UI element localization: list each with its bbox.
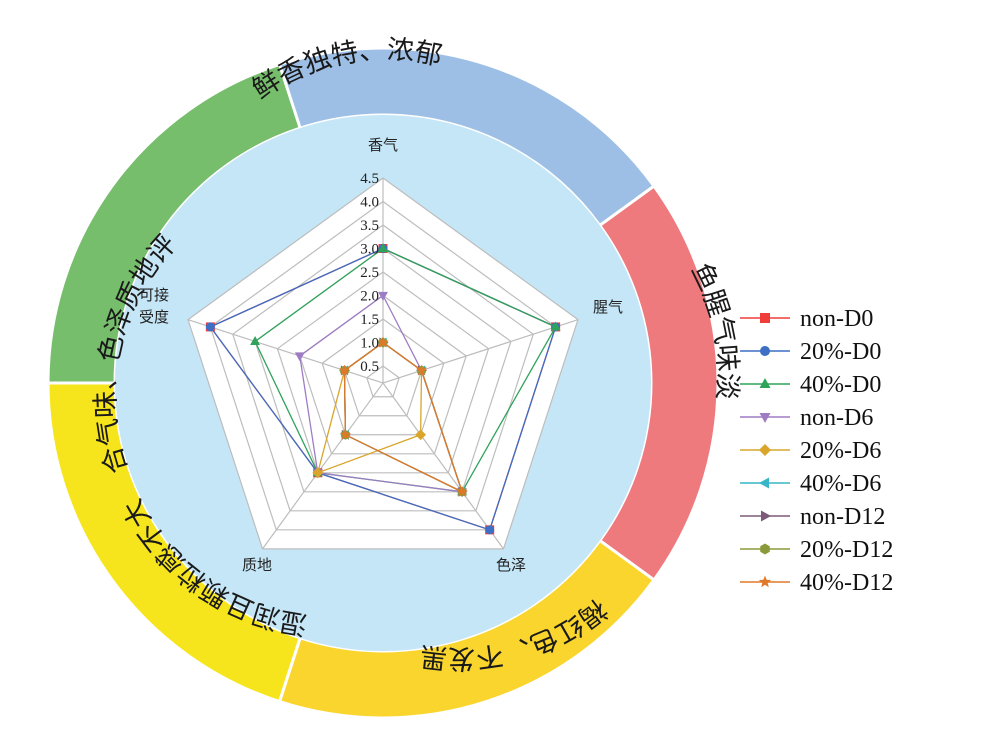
legend-marker	[761, 510, 771, 522]
legend-item: non-D0	[740, 306, 873, 332]
radar-grid	[187, 177, 579, 550]
grid-spoke	[382, 382, 504, 550]
grid-spoke	[187, 319, 384, 384]
legend-label: 40%-D0	[800, 372, 881, 398]
legend: non-D0 20%-D0 40%-D0 non-D6 20%-D6 40%-D6 non-…	[740, 306, 893, 596]
tick-label: 2.5	[360, 265, 379, 281]
legend-item: 40%-D0	[740, 372, 881, 398]
grid-pentagon	[232, 224, 534, 512]
tick-label: 3.0	[360, 242, 379, 258]
tick-label: 1.5	[360, 312, 379, 328]
legend-marker	[759, 444, 771, 456]
legend-marker	[759, 378, 771, 388]
tick-label: 0.5	[360, 359, 379, 375]
axis-label-acceptability: 可接受度	[139, 286, 169, 326]
grid-spoke	[382, 319, 579, 384]
legend-label: 20%-D12	[800, 537, 893, 563]
legend-marker	[759, 413, 771, 423]
axis-label-fishy: 腥气	[593, 298, 623, 316]
legend-label: 20%-D0	[800, 339, 881, 365]
legend-label: 40%-D12	[800, 570, 893, 596]
data-point	[377, 336, 389, 348]
legend-label: non-D12	[800, 504, 885, 530]
grid-pentagon	[209, 200, 557, 531]
axis-label-color: 色泽	[496, 556, 526, 574]
legend-item: 20%-D12	[740, 537, 893, 563]
series-line	[343, 341, 464, 494]
legend-marker	[759, 477, 769, 489]
grid-pentagon	[321, 318, 445, 436]
legend-label: non-D6	[800, 405, 873, 431]
series-line	[299, 294, 464, 493]
data-point	[205, 322, 215, 332]
axis-label-aroma: 香气	[368, 136, 398, 154]
data-point	[456, 485, 468, 497]
data-point	[550, 321, 561, 331]
data-point	[485, 525, 495, 535]
legend-label: 20%-D6	[800, 438, 881, 464]
grid-spoke	[262, 382, 384, 550]
radar-series	[205, 243, 561, 535]
legend-item: 20%-D6	[740, 438, 881, 464]
series-40%-D12	[338, 336, 468, 497]
legend-label: non-D0	[800, 306, 873, 332]
data-point	[378, 291, 388, 301]
data-point	[294, 352, 305, 362]
axis-label-texture: 质地	[242, 556, 272, 574]
data-point	[378, 243, 388, 253]
radial-tick-labels: 0.5 1.0 1.5 2.0 2.5 3.0 3.5 4.0 4.5	[360, 171, 379, 375]
legend-item: 40%-D12	[740, 570, 893, 596]
legend-marker	[760, 346, 770, 356]
grid-pentagon	[366, 365, 400, 398]
tick-label: 4.0	[360, 195, 379, 211]
tick-label: 1.0	[360, 336, 379, 352]
legend-marker	[758, 575, 772, 588]
legend-marker	[760, 313, 770, 323]
data-point	[338, 364, 351, 376]
legend-marker	[760, 543, 770, 555]
tick-label: 3.5	[360, 218, 379, 234]
data-point	[415, 364, 428, 376]
tick-label: 2.0	[360, 289, 379, 305]
data-point	[415, 429, 427, 441]
legend-item: non-D12	[740, 504, 885, 530]
tick-label: 4.5	[360, 171, 379, 187]
data-point	[250, 336, 261, 346]
data-point	[339, 428, 351, 440]
legend-item: non-D6	[740, 405, 873, 431]
legend-item: 20%-D0	[740, 339, 881, 365]
legend-label: 40%-D6	[800, 471, 881, 497]
data-point	[312, 467, 324, 479]
grid-pentagon	[276, 271, 490, 474]
legend-item: 40%-D6	[740, 471, 881, 497]
